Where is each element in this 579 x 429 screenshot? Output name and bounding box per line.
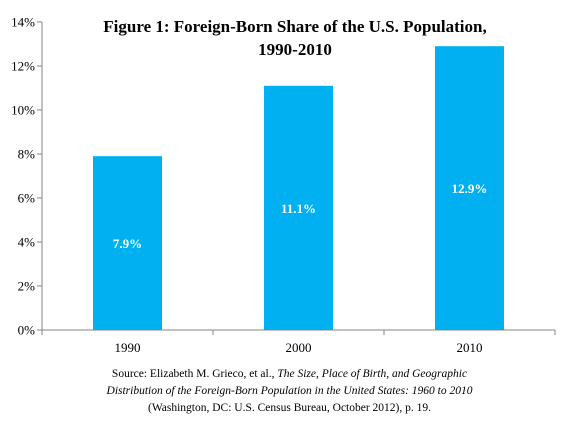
source-note: Source: Elizabeth M. Grieco, et al., The… — [20, 366, 559, 417]
bars — [93, 46, 504, 330]
y-tick-label: 14% — [11, 15, 35, 30]
x-axis: 1990 2000 2010 — [41, 329, 556, 355]
y-axis: 0% 2% 4% 6% 8% 10% 12% 14% — [11, 15, 43, 338]
source-publisher: (Washington, DC: U.S. Census Bureau, Oct… — [147, 402, 432, 414]
source-line-3: (Washington, DC: U.S. Census Bureau, Oct… — [20, 400, 559, 417]
y-tick-label: 6% — [18, 191, 36, 206]
y-tick-label: 4% — [18, 235, 36, 250]
source-line-2: Distribution of the Foreign-Born Populat… — [20, 383, 559, 400]
x-tick-label: 2000 — [286, 340, 312, 355]
x-tick-label: 2010 — [457, 340, 483, 355]
bar — [435, 46, 504, 330]
y-tick-label: 2% — [18, 279, 36, 294]
source-title-part-1: The Size, Place of Birth, and Geographic — [277, 368, 468, 380]
y-tick-label: 8% — [18, 147, 36, 162]
data-label: 11.1% — [281, 201, 316, 216]
y-tick-label: 12% — [11, 59, 35, 74]
chart-title-line-1: Figure 1: Foreign-Born Share of the U.S.… — [103, 17, 486, 36]
data-label: 12.9% — [452, 181, 488, 196]
x-tick-label: 1990 — [115, 340, 141, 355]
y-tick-label: 0% — [18, 323, 36, 338]
y-tick-label: 10% — [11, 103, 35, 118]
source-prefix: Source: Elizabeth M. Grieco, et al., — [111, 368, 278, 380]
chart-title-line-2: 1990-2010 — [258, 40, 332, 59]
source-line-1: Source: Elizabeth M. Grieco, et al., The… — [20, 366, 559, 383]
bar — [93, 156, 162, 330]
source-title-part-2: Distribution of the Foreign-Born Populat… — [106, 385, 473, 397]
data-labels: 7.9% 11.1% 12.9% — [113, 181, 488, 251]
data-label: 7.9% — [113, 236, 142, 251]
bar — [264, 85, 333, 330]
